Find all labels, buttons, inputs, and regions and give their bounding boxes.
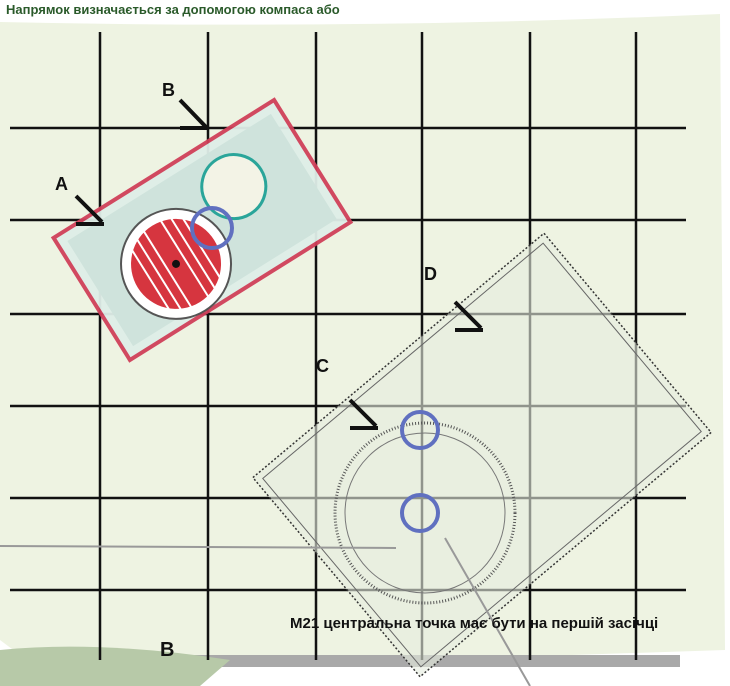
highlight bbox=[400, 410, 440, 450]
title: Напрямок визначається за допомогою компа… bbox=[6, 2, 340, 17]
label-a: A bbox=[55, 174, 68, 194]
protractor-dial bbox=[333, 421, 517, 605]
protractor-ring bbox=[344, 432, 506, 594]
compass bbox=[50, 97, 354, 363]
caption: M21 центральна точка має бути на першій … bbox=[290, 615, 658, 632]
highlight bbox=[190, 206, 234, 250]
label-c: C bbox=[316, 356, 329, 376]
map-edge bbox=[0, 646, 230, 686]
highlight bbox=[400, 493, 440, 533]
label-d: D bbox=[424, 264, 437, 284]
label-b-bottom: B bbox=[160, 639, 174, 661]
leaders bbox=[0, 537, 531, 686]
label-b: B bbox=[162, 80, 175, 100]
arrows bbox=[74, 98, 483, 430]
